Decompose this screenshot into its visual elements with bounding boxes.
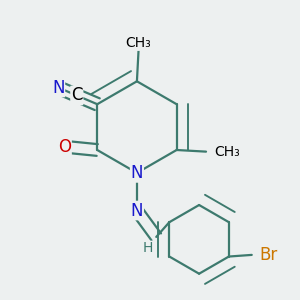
Text: Br: Br bbox=[259, 246, 277, 264]
Text: C: C bbox=[71, 86, 82, 104]
Text: N: N bbox=[131, 164, 143, 182]
Text: H: H bbox=[143, 242, 153, 255]
Text: CH₃: CH₃ bbox=[214, 145, 240, 159]
Text: N: N bbox=[131, 202, 143, 220]
Text: CH₃: CH₃ bbox=[126, 36, 152, 50]
Text: N: N bbox=[52, 79, 64, 97]
Text: O: O bbox=[58, 138, 71, 156]
